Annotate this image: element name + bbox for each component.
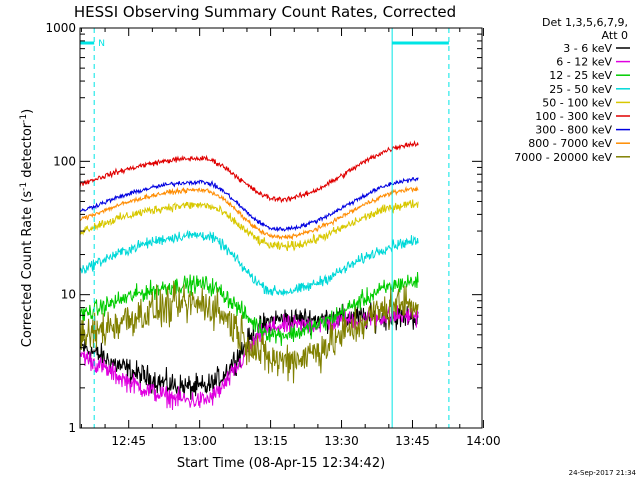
y-tick-label: 10 bbox=[61, 288, 76, 302]
y-axis-label-end: ) bbox=[20, 109, 35, 114]
markers-layer: N bbox=[80, 28, 450, 428]
legend-entry-label: 12 - 25 keV bbox=[549, 69, 612, 82]
timestamp: 24-Sep-2017 21:34 bbox=[569, 469, 637, 477]
legend-entry-label: 100 - 300 keV bbox=[535, 110, 612, 123]
y-axis-label-exponent-2: -1 bbox=[19, 114, 29, 123]
x-tick-label: 14:00 bbox=[466, 434, 501, 448]
series-line bbox=[80, 140, 419, 204]
x-tick-label: 12:45 bbox=[111, 434, 146, 448]
legend-entry-label: 7000 - 20000 keV bbox=[514, 151, 612, 164]
chart-title: HESSI Observing Summary Count Rates, Cor… bbox=[74, 3, 456, 21]
legend-header-line-2: Att 0 bbox=[602, 29, 628, 42]
y-tick-label: 100 bbox=[53, 154, 76, 168]
y-axis-label-mid: detector bbox=[20, 122, 35, 182]
legend-header-line-1: Det 1,3,5,6,7,9, bbox=[542, 16, 628, 29]
x-tick-label: 13:15 bbox=[253, 434, 288, 448]
x-tick-label: 13:00 bbox=[182, 434, 217, 448]
legend-entry-label: 50 - 100 keV bbox=[542, 96, 612, 109]
y-axis-label-main: Corrected Count Rate (s bbox=[20, 191, 35, 348]
legend-entry-label: 800 - 7000 keV bbox=[528, 137, 612, 150]
series-line bbox=[80, 177, 419, 233]
night-marker-label: N bbox=[98, 39, 105, 49]
legend-entry-label: 6 - 12 keV bbox=[556, 56, 612, 69]
series-line bbox=[80, 185, 419, 241]
y-axis: 1 10 100 1000 bbox=[45, 21, 482, 435]
legend-entry-label: 3 - 6 keV bbox=[563, 42, 612, 55]
x-tick-label: 13:30 bbox=[324, 434, 359, 448]
x-axis-label: Start Time (08-Apr-15 12:34:42) bbox=[177, 456, 385, 471]
series-line bbox=[80, 280, 419, 384]
legend-entry-label: 25 - 50 keV bbox=[549, 83, 612, 96]
series-line bbox=[80, 302, 419, 400]
y-axis-label-exponent-1: -1 bbox=[19, 182, 29, 191]
legend-entry-label: 300 - 800 keV bbox=[535, 124, 612, 137]
series-line bbox=[80, 229, 419, 297]
series-layer bbox=[80, 140, 419, 410]
series-line bbox=[80, 199, 419, 252]
x-axis: 12:45 13:00 13:15 13:30 13:45 14:00 bbox=[80, 28, 501, 448]
plot-frame bbox=[79, 27, 483, 429]
y-axis-label: Corrected Count Rate (s-1 detector-1) bbox=[19, 109, 35, 347]
x-tick-label: 13:45 bbox=[395, 434, 430, 448]
series-line bbox=[80, 271, 419, 347]
y-tick-label: 1 bbox=[68, 421, 76, 435]
y-tick-label: 1000 bbox=[45, 21, 76, 35]
